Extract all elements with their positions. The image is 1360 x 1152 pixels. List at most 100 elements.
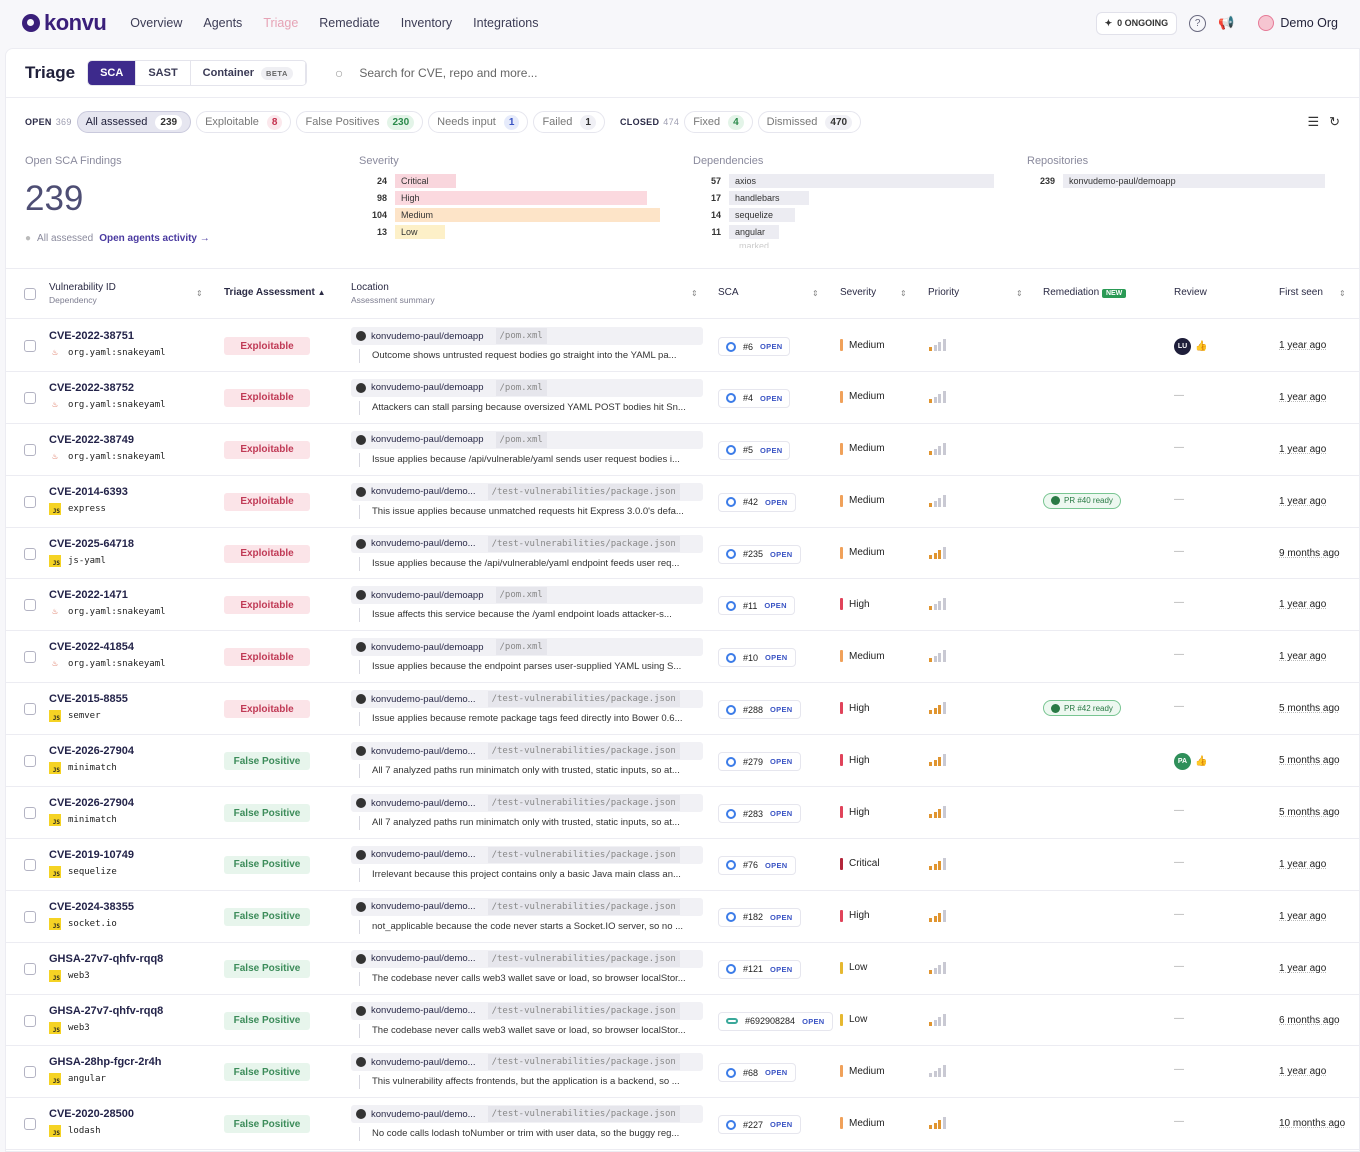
row-checkbox[interactable] (24, 599, 36, 612)
org-switcher[interactable]: Demo Org (1258, 15, 1338, 31)
row-checkbox[interactable] (24, 807, 36, 820)
table-row[interactable]: GHSA-28hp-fgcr-2r4h JS angular False Positi… (6, 1046, 1359, 1099)
filter-pill-fixed[interactable]: Fixed 4 (684, 111, 753, 133)
vuln-id-link[interactable]: CVE-2022-41854 (49, 641, 135, 654)
col-triage[interactable]: Triage Assessment ▲ (224, 287, 326, 298)
table-row[interactable]: CVE-2025-64718 JS js-yaml Exploitable konvud… (6, 528, 1359, 580)
col-first-seen[interactable]: First seen (1279, 287, 1323, 298)
stat-bar[interactable]: 13 Low (359, 223, 660, 240)
row-checkbox[interactable] (24, 1118, 36, 1131)
filter-pill-false-positives[interactable]: False Positives 230 (296, 111, 424, 133)
repo-chip[interactable]: konvudemo-paul/demoapp/pom.xml (351, 430, 703, 449)
search-bar[interactable]: ○ Search for CVE, repo and more... (335, 65, 538, 81)
stat-bar[interactable]: 14 sequelize (693, 206, 994, 223)
sca-ticket[interactable]: #283 OPEN (718, 804, 801, 824)
vuln-id-link[interactable]: CVE-2022-1471 (49, 589, 128, 602)
vuln-id-link[interactable]: CVE-2022-38749 (49, 433, 135, 446)
stat-bar[interactable]: 24 Critical (359, 172, 660, 189)
sca-ticket[interactable]: #5 OPEN (718, 440, 791, 460)
sca-ticket[interactable]: #692908284 OPEN (718, 1011, 833, 1031)
vuln-id-link[interactable]: CVE-2024-38355 (49, 900, 135, 913)
table-row[interactable]: GHSA-27v7-qhfv-rqq8 JS web3 False Positive k… (6, 995, 1359, 1047)
row-checkbox[interactable] (24, 755, 36, 768)
sort-icon[interactable]: ⇕ (1339, 289, 1346, 298)
table-row[interactable]: CVE-2024-38355 JS socket.io False Positive k… (6, 891, 1359, 943)
thumbs-up-icon[interactable]: 👍 (1195, 756, 1208, 768)
vuln-id-link[interactable]: GHSA-28hp-fgcr-2r4h (49, 1056, 162, 1069)
sca-ticket[interactable]: #235 OPEN (718, 544, 801, 564)
sca-ticket[interactable]: #121 OPEN (718, 959, 801, 979)
repo-chip[interactable]: konvudemo-paul/demoapp/pom.xml (351, 638, 703, 657)
vuln-id-link[interactable]: GHSA-27v7-qhfv-rqq8 (49, 1004, 164, 1017)
agents-activity-link[interactable]: Open agents activity → (99, 233, 210, 244)
nav-link-overview[interactable]: Overview (130, 16, 183, 30)
nav-link-inventory[interactable]: Inventory (400, 16, 453, 30)
vuln-id-link[interactable]: CVE-2015-8855 (49, 693, 128, 706)
col-remediation[interactable]: Remediation NEW (1043, 287, 1127, 298)
row-checkbox[interactable] (24, 547, 36, 560)
stat-bar[interactable]: 11 angular (693, 223, 994, 240)
sort-icon[interactable]: ⇕ (900, 289, 907, 298)
vuln-id-link[interactable]: GHSA-27v7-qhfv-rqq8 (49, 952, 164, 965)
table-row[interactable]: CVE-2022-38752 ♨ org.yaml:snakeyaml Exploit… (6, 372, 1359, 424)
table-row[interactable]: CVE-2022-41854 ♨ org.yaml:snakeyaml Exploit… (6, 631, 1359, 684)
table-row[interactable]: CVE-2014-6393 JS express Exploitable konvude… (6, 476, 1359, 528)
row-checkbox[interactable] (24, 1066, 36, 1079)
repo-chip[interactable]: konvudemo-paul/demo... /test-vulnerabilit… (351, 690, 703, 709)
filter-pill-needs-input[interactable]: Needs input 1 (428, 111, 529, 133)
vuln-id-link[interactable]: CVE-2026-27904 (49, 745, 135, 758)
sca-ticket[interactable]: #42 OPEN (718, 492, 796, 512)
settings-sliders-icon[interactable]: ☰ (1307, 114, 1320, 129)
refresh-icon[interactable]: ↻ (1329, 114, 1340, 129)
table-row[interactable]: CVE-2026-27904 JS minimatch False Positive k… (6, 787, 1359, 839)
sort-icon[interactable]: ⇕ (196, 289, 203, 298)
sort-icon[interactable]: ⇕ (691, 289, 698, 298)
row-checkbox[interactable] (24, 858, 36, 871)
brand-logo[interactable]: konvu (22, 10, 107, 36)
vuln-id-link[interactable]: CVE-2022-38752 (49, 381, 135, 394)
review[interactable]: LU 👍 (1174, 338, 1207, 355)
sca-ticket[interactable]: #288 OPEN (718, 700, 801, 720)
megaphone-icon[interactable]: 📢 (1218, 15, 1235, 30)
row-checkbox[interactable] (24, 340, 36, 352)
repo-chip[interactable]: konvudemo-paul/demo... /test-vulnerabilit… (351, 897, 703, 916)
select-all-checkbox[interactable] (24, 288, 36, 300)
ongoing-button[interactable]: ✦ 0 ONGOING (1095, 11, 1178, 35)
vuln-id-link[interactable]: CVE-2014-6393 (49, 485, 128, 498)
table-row[interactable]: CVE-2019-10749 JS sequelize False Positive k… (6, 839, 1359, 891)
stat-bar[interactable]: 104 Medium (359, 206, 660, 223)
vuln-id-link[interactable]: CVE-2026-27904 (49, 797, 135, 810)
thumbs-up-icon[interactable]: 👍 (1195, 341, 1208, 352)
repo-chip[interactable]: konvudemo-paul/demo... /test-vulnerabilit… (351, 845, 703, 864)
vuln-id-link[interactable]: CVE-2020-28500 (49, 1108, 135, 1121)
sca-ticket[interactable]: #4 OPEN (718, 388, 791, 408)
col-location[interactable]: Location Assessment summary (351, 282, 435, 305)
table-row[interactable]: CVE-2022-1471 ♨ org.yaml:snakeyaml Exploita… (6, 579, 1359, 632)
filter-pill-dismissed[interactable]: Dismissed 470 (757, 111, 862, 133)
row-checkbox[interactable] (24, 443, 36, 456)
help-icon[interactable]: ? (1189, 14, 1207, 32)
tab-sast[interactable]: SAST (136, 61, 191, 85)
repo-chip[interactable]: konvudemo-paul/demo... /test-vulnerabilit… (351, 1053, 703, 1072)
sca-ticket[interactable]: #227 OPEN (718, 1115, 801, 1135)
col-severity[interactable]: Severity (840, 287, 877, 298)
repo-chip[interactable]: konvudemo-paul/demoapp/pom.xml (351, 327, 703, 345)
remediation-pr-badge[interactable]: PR #40 ready (1043, 492, 1121, 509)
repo-chip[interactable]: konvudemo-paul/demo... /test-vulnerabilit… (351, 1105, 703, 1124)
sca-ticket[interactable]: #182 OPEN (718, 907, 801, 927)
tab-sca[interactable]: SCA (88, 61, 137, 85)
row-checkbox[interactable] (24, 391, 36, 404)
table-row[interactable]: CVE-2020-28500 JS lodash False Positive konv… (6, 1098, 1359, 1151)
row-checkbox[interactable] (24, 1014, 36, 1027)
row-checkbox[interactable] (24, 495, 36, 508)
row-checkbox[interactable] (24, 703, 36, 716)
repo-chip[interactable]: konvudemo-paul/demo... /test-vulnerabilit… (351, 534, 703, 553)
sort-icon[interactable]: ⇕ (812, 289, 819, 298)
filter-pill-exploitable[interactable]: Exploitable 8 (196, 111, 292, 133)
stat-bar[interactable]: 98 High (359, 189, 660, 206)
search-input[interactable]: Search for CVE, repo and more... (359, 66, 538, 80)
sca-ticket[interactable]: #10 OPEN (718, 648, 796, 668)
stat-bar[interactable]: 239 konvudemo-paul/demoapp (1027, 172, 1325, 189)
row-checkbox[interactable] (24, 910, 36, 923)
tab-container[interactable]: Container BETA (191, 61, 306, 85)
